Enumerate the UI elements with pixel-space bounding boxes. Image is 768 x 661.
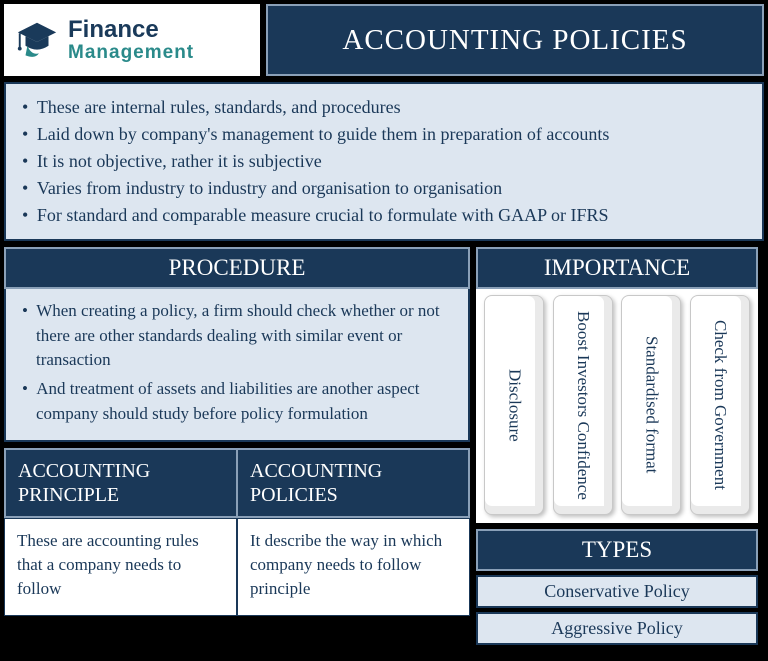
- header-row: Finance Management ACCOUNTING POLICIES: [4, 4, 764, 76]
- procedure-body: When creating a policy, a firm should ch…: [4, 289, 470, 442]
- brand-logo: Finance Management: [4, 4, 260, 76]
- brand-text: Finance Management: [68, 17, 194, 62]
- brand-line2: Management: [68, 43, 194, 63]
- main-title: ACCOUNTING POLICIES: [342, 24, 687, 57]
- main-title-box: ACCOUNTING POLICIES: [266, 4, 764, 76]
- types-heading: TYPES: [476, 529, 758, 571]
- procedure-bullet: When creating a policy, a firm should ch…: [22, 299, 452, 373]
- types-box: TYPES Conservative Policy Aggressive Pol…: [476, 529, 758, 645]
- importance-pills: Disclosure Boost Investors Confidence St…: [476, 289, 758, 523]
- infographic-root: Finance Management ACCOUNTING POLICIES T…: [4, 4, 764, 657]
- principle-body: These are accounting rules that a compan…: [4, 518, 237, 616]
- procedure-bullet: And treatment of assets and liabilities …: [22, 377, 452, 426]
- intro-bullet: For standard and comparable measure cruc…: [22, 202, 746, 229]
- intro-bullet: Varies from industry to industry and org…: [22, 175, 746, 202]
- importance-box: IMPORTANCE Disclosure Boost Investors Co…: [476, 247, 758, 523]
- intro-list: These are internal rules, standards, and…: [22, 94, 746, 229]
- principle-heading: ACCOUNTING PRINCIPLE: [4, 448, 237, 518]
- type-item: Aggressive Policy: [476, 612, 758, 645]
- mid-row: PROCEDURE When creating a policy, a firm…: [4, 247, 764, 645]
- graduation-cap-icon: [14, 17, 60, 63]
- procedure-heading: PROCEDURE: [4, 247, 470, 289]
- importance-heading: IMPORTANCE: [476, 247, 758, 289]
- intro-bullet: It is not objective, rather it is subjec…: [22, 148, 746, 175]
- intro-bullet: These are internal rules, standards, and…: [22, 94, 746, 121]
- importance-pill: Check from Government: [690, 295, 750, 515]
- importance-pill: Standardised format: [621, 295, 681, 515]
- procedure-box: PROCEDURE When creating a policy, a firm…: [4, 247, 470, 442]
- policies-body: It describe the way in which company nee…: [237, 518, 470, 616]
- left-column: PROCEDURE When creating a policy, a firm…: [4, 247, 470, 645]
- importance-pill: Disclosure: [484, 295, 544, 515]
- right-column: IMPORTANCE Disclosure Boost Investors Co…: [476, 247, 758, 645]
- comparison-table: ACCOUNTING PRINCIPLE These are accountin…: [4, 448, 470, 616]
- table-col-principle: ACCOUNTING PRINCIPLE These are accountin…: [4, 448, 237, 616]
- brand-line1: Finance: [68, 17, 194, 42]
- importance-pill: Boost Investors Confidence: [553, 295, 613, 515]
- policies-heading: ACCOUNTING POLICIES: [237, 448, 470, 518]
- intro-box: These are internal rules, standards, and…: [4, 82, 764, 241]
- table-col-policies: ACCOUNTING POLICIES It describe the way …: [237, 448, 470, 616]
- intro-bullet: Laid down by company's management to gui…: [22, 121, 746, 148]
- type-item: Conservative Policy: [476, 575, 758, 608]
